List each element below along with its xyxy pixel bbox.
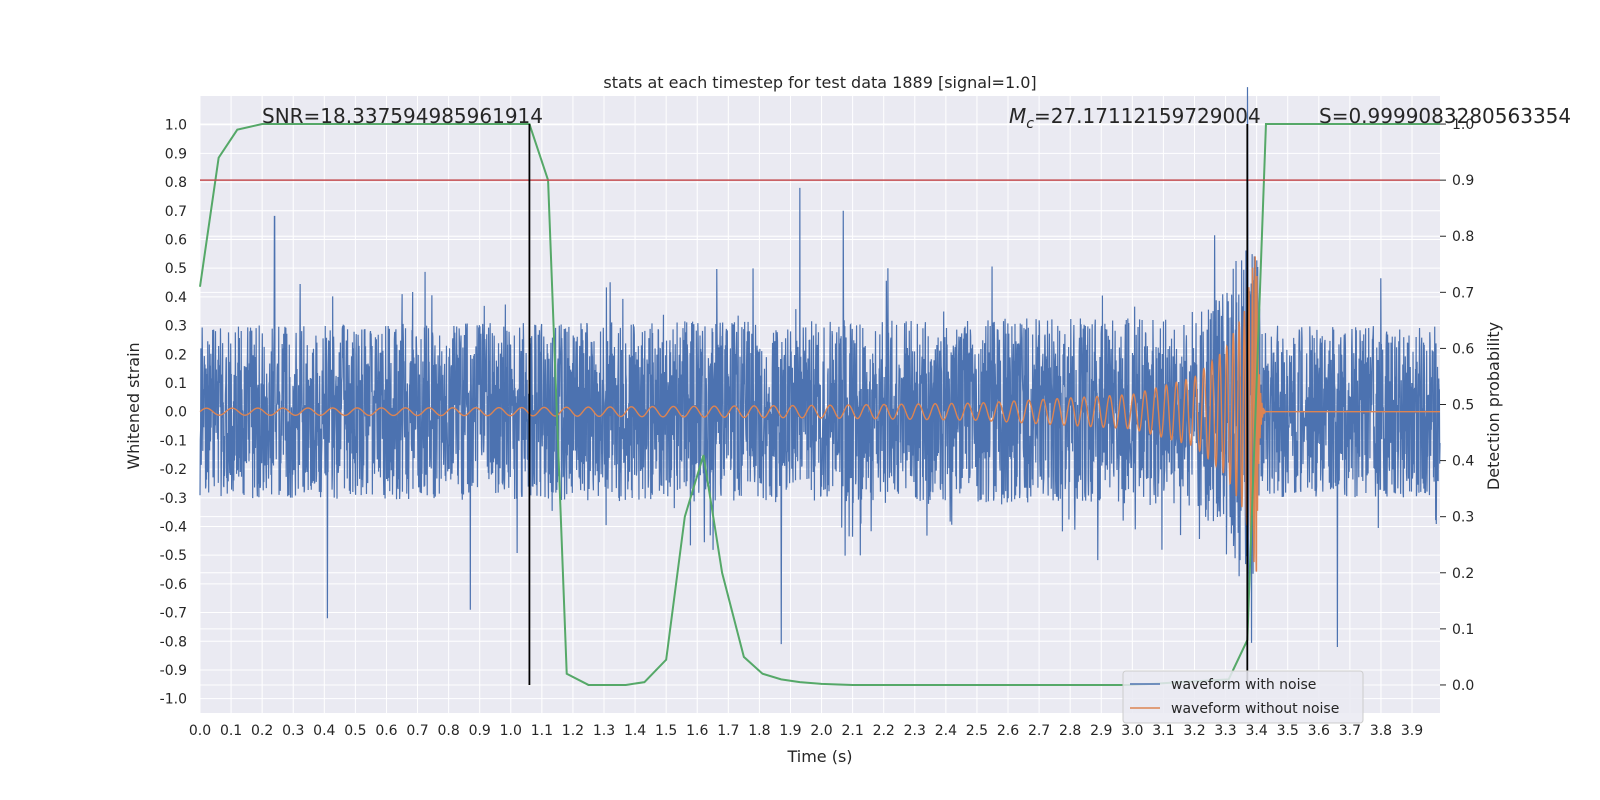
y-tick-label: -0.5 — [160, 548, 187, 564]
series-waveform-without-noise — [199, 256, 1440, 572]
x-tick-label: 3.9 — [1401, 723, 1423, 739]
series-waveform-with-noise — [199, 87, 1441, 648]
x-tick-label: 1.8 — [748, 723, 770, 739]
x-tick-label: 3.6 — [1308, 723, 1330, 739]
x-tick-label: 1.0 — [500, 723, 522, 739]
y-tick-label: 0.0 — [165, 405, 187, 421]
y-right-tick-label: 0.5 — [1452, 398, 1474, 414]
x-tick-label: 3.5 — [1277, 723, 1299, 739]
x-tick-label: 3.8 — [1370, 723, 1392, 739]
x-tick-label: 2.3 — [904, 723, 926, 739]
x-tick-label: 0.1 — [220, 723, 242, 739]
y-right-tick-label: 0.3 — [1452, 510, 1474, 526]
x-tick-label: 2.6 — [997, 723, 1019, 739]
legend-label-clean: waveform without noise — [1171, 701, 1339, 717]
y-right-tick-label: 0.0 — [1452, 678, 1474, 694]
legend-box — [1122, 670, 1364, 724]
x-tick-label: 0.2 — [251, 723, 273, 739]
x-tick-label: 3.4 — [1246, 723, 1268, 739]
x-tick-label: 0.0 — [189, 723, 211, 739]
chirp-mass-value: =27.17112159729004 — [1034, 104, 1261, 128]
x-axis-label: Time (s) — [786, 747, 852, 766]
x-tick-label: 1.1 — [531, 723, 553, 739]
x-tick-label: 2.0 — [810, 723, 832, 739]
y-tick-label: -0.6 — [160, 577, 187, 593]
y-right-axis-label: Detection probability — [1484, 322, 1503, 490]
chart-title: stats at each timestep for test data 188… — [603, 73, 1036, 92]
x-tick-label: 2.9 — [1090, 723, 1112, 739]
y-tick-label: 0.4 — [165, 290, 187, 306]
y-tick-label: -0.1 — [160, 433, 187, 449]
y-tick-label: -0.4 — [160, 519, 187, 535]
x-tick-labels: 0.0 0.1 0.2 0.3 0.4 0.5 0.6 0.7 0.8 0.9 1.0 1.1 1.2 1… — [189, 723, 1423, 739]
y-tick-label: -1.0 — [160, 692, 187, 708]
y-tick-label: 0.1 — [165, 376, 187, 392]
y-axis-label: Whitened strain — [124, 342, 143, 469]
chirp-mass-symbol: M — [1009, 104, 1026, 128]
y-tick-label: -0.8 — [160, 634, 187, 650]
y-right-tick-label: 0.9 — [1452, 173, 1474, 189]
y-right-tick-labels: 1.0 0.9 0.8 0.7 0.6 0.5 0.4 0.3 0.2 0.1 0.0 — [1440, 117, 1474, 694]
x-tick-label: 2.5 — [966, 723, 988, 739]
x-tick-label: 0.4 — [313, 723, 335, 739]
y-right-tick-label: 0.4 — [1452, 454, 1474, 470]
y-right-tick-label: 0.2 — [1452, 566, 1474, 582]
y-right-tick-label: 0.8 — [1452, 229, 1474, 245]
x-tick-label: 2.8 — [1059, 723, 1081, 739]
x-tick-label: 1.7 — [717, 723, 739, 739]
y-tick-label: 0.9 — [165, 146, 187, 162]
x-tick-label: 0.8 — [437, 723, 459, 739]
significance-annotation: S=0.9999083280563354 — [1319, 104, 1571, 128]
x-tick-label: 0.3 — [282, 723, 304, 739]
y-tick-label: 1.0 — [165, 118, 187, 134]
y-tick-label: 0.6 — [165, 232, 187, 248]
y-right-tick-label: 0.6 — [1452, 341, 1474, 357]
x-tick-label: 1.9 — [779, 723, 801, 739]
x-tick-label: 2.7 — [1028, 723, 1050, 739]
x-tick-label: 1.6 — [686, 723, 708, 739]
x-tick-label: 3.1 — [1152, 723, 1174, 739]
y-tick-label: 0.3 — [165, 319, 187, 335]
x-tick-label: 0.9 — [469, 723, 491, 739]
x-tick-label: 3.0 — [1121, 723, 1143, 739]
series-detection-probability — [199, 123, 1440, 686]
reference-lines — [200, 124, 1440, 685]
y-tick-labels: 1.0 0.9 0.8 0.7 0.6 0.5 0.4 0.3 0.2 0.1 0.0 -0.1 -0.… — [160, 118, 187, 708]
x-tick-label: 2.2 — [873, 723, 895, 739]
x-tick-label: 1.3 — [593, 723, 615, 739]
x-tick-label: 3.3 — [1214, 723, 1236, 739]
x-tick-label: 1.5 — [655, 723, 677, 739]
x-tick-label: 2.4 — [935, 723, 957, 739]
x-tick-label: 1.2 — [562, 723, 584, 739]
y-tick-label: 0.8 — [165, 175, 187, 191]
chirp-mass-subscript: c — [1026, 116, 1034, 132]
chirp-mass-annotation: Mc=27.17112159729004 — [1009, 104, 1261, 132]
x-tick-label: 0.7 — [406, 723, 428, 739]
snr-annotation: SNR=18.337594985961914 — [262, 104, 543, 128]
x-tick-label: 0.5 — [344, 723, 366, 739]
y-tick-label: -0.2 — [160, 462, 187, 478]
y-tick-label: -0.7 — [160, 606, 187, 622]
x-tick-label: 0.6 — [375, 723, 397, 739]
y-tick-label: 0.7 — [165, 204, 187, 220]
y-right-tick-label: 1.0 — [1452, 117, 1474, 133]
x-tick-label: 2.1 — [841, 723, 863, 739]
y-right-tick-label: 0.7 — [1452, 285, 1474, 301]
y-tick-label: 0.2 — [165, 347, 187, 363]
x-tick-label: 1.4 — [624, 723, 646, 739]
y-tick-label: 0.5 — [165, 261, 187, 277]
legend: waveform with noise waveform without noi… — [1122, 670, 1364, 724]
y-tick-label: -0.9 — [160, 663, 187, 679]
series-layer — [199, 87, 1441, 686]
x-tick-label: 3.7 — [1339, 723, 1361, 739]
y-tick-label: -0.3 — [160, 491, 187, 507]
legend-label-noise: waveform with noise — [1171, 677, 1316, 693]
y-right-tick-label: 0.1 — [1452, 622, 1474, 638]
x-tick-label: 3.2 — [1183, 723, 1205, 739]
